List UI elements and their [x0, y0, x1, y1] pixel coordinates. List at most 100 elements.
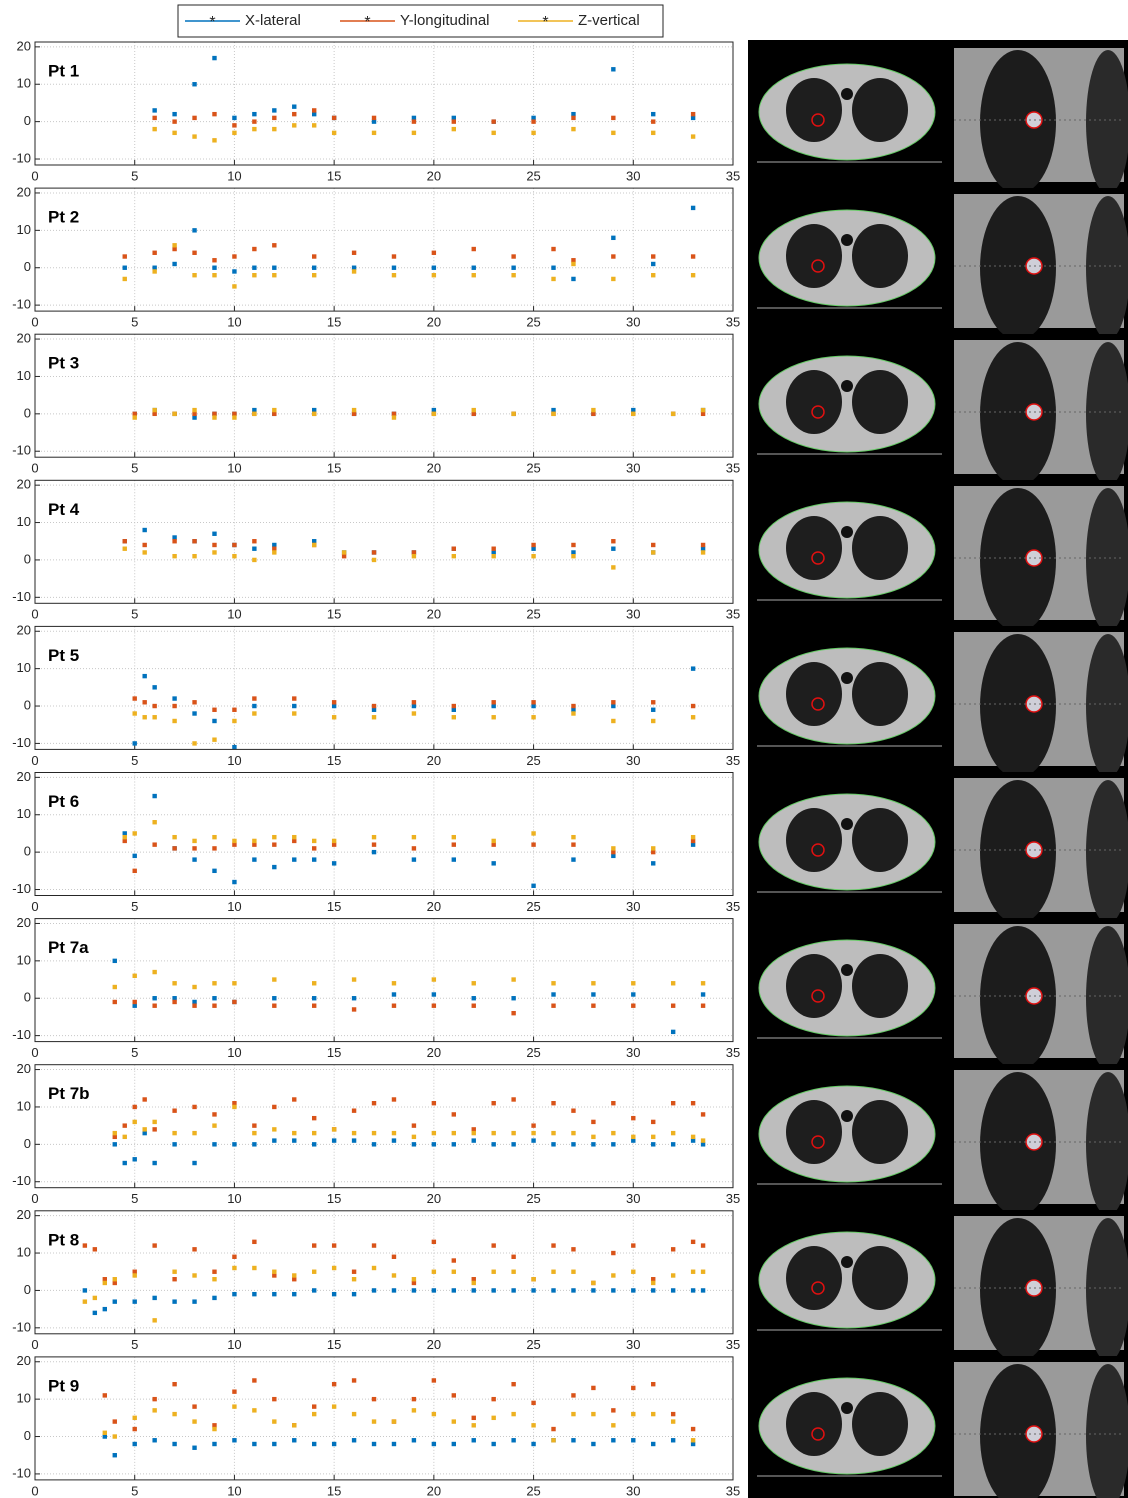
data-point — [252, 838, 257, 844]
plot-area — [35, 42, 733, 165]
data-point — [232, 411, 237, 417]
data-point — [371, 1396, 377, 1402]
data-point — [212, 981, 217, 986]
data-point — [252, 265, 257, 270]
data-point — [651, 861, 656, 866]
ct-axial — [751, 41, 948, 183]
data-point — [511, 977, 516, 982]
data-point — [611, 1250, 616, 1256]
data-point — [292, 711, 297, 716]
data-point — [491, 1130, 496, 1136]
data-point — [571, 1438, 576, 1443]
data-point — [212, 1426, 217, 1432]
data-point — [651, 119, 656, 124]
data-point — [411, 711, 417, 716]
data-point — [491, 715, 496, 720]
data-point — [331, 1404, 337, 1409]
y-tick-label: 10 — [17, 514, 31, 529]
data-point — [172, 1441, 177, 1447]
y-tick-label: 10 — [17, 660, 31, 675]
data-point — [312, 857, 317, 862]
data-point — [531, 1277, 536, 1282]
data-point — [142, 527, 147, 533]
data-point — [272, 243, 277, 248]
data-point — [122, 276, 127, 282]
ct-coronal — [947, 1063, 1128, 1217]
data-point — [491, 1441, 496, 1447]
data-point — [172, 553, 177, 559]
data-point — [312, 273, 317, 278]
y-tick-label: 0 — [24, 1282, 31, 1297]
x-tick-label: 35 — [726, 168, 740, 183]
data-point — [292, 1291, 297, 1297]
data-point — [611, 849, 616, 855]
x-tick-label: 0 — [31, 1045, 38, 1060]
data-point — [411, 846, 417, 851]
data-point — [252, 1291, 257, 1297]
data-point — [670, 1438, 676, 1443]
legend-label: Y-longitudinal — [400, 12, 490, 29]
data-point — [172, 1299, 177, 1304]
plot-area — [35, 1064, 733, 1188]
data-point — [651, 1142, 656, 1147]
data-point — [232, 1389, 237, 1394]
data-point — [192, 1404, 197, 1409]
data-point — [172, 1130, 177, 1136]
data-point — [651, 846, 656, 851]
panel-title: Pt 8 — [48, 1230, 79, 1249]
data-point — [531, 546, 536, 551]
data-point — [172, 696, 177, 701]
y-tick-label: 10 — [17, 952, 31, 967]
data-point — [611, 546, 616, 551]
data-point — [611, 700, 616, 705]
data-point — [192, 415, 197, 420]
data-point — [272, 273, 277, 278]
data-point — [371, 1288, 377, 1293]
y-tick-label: 20 — [17, 477, 31, 492]
y-tick-label: 0 — [24, 1428, 31, 1443]
data-point — [212, 737, 217, 742]
x-tick-label: 30 — [626, 1191, 640, 1206]
data-point — [591, 1280, 596, 1286]
data-point — [591, 1411, 596, 1417]
data-point — [292, 1423, 297, 1428]
data-point — [670, 1273, 676, 1278]
x-tick-label: 20 — [427, 899, 441, 914]
data-point — [690, 1288, 696, 1293]
data-point — [611, 1423, 616, 1428]
data-point — [491, 1243, 496, 1248]
data-point — [511, 1254, 516, 1259]
data-point — [192, 1273, 197, 1278]
axes-box — [34, 1210, 734, 1335]
data-point — [132, 1157, 137, 1162]
data-point — [411, 119, 417, 124]
data-point — [102, 1430, 107, 1435]
data-point — [192, 250, 197, 255]
data-point — [152, 685, 157, 690]
data-point — [511, 273, 516, 278]
data-point — [571, 126, 576, 132]
data-point — [571, 111, 576, 117]
x-tick-label: 30 — [626, 315, 640, 330]
data-point — [411, 1408, 417, 1413]
y-tick-label: -10 — [12, 1319, 31, 1334]
data-point — [272, 411, 277, 417]
data-point — [232, 1291, 237, 1297]
y-tick-label: -10 — [12, 735, 31, 750]
y-tick-label: 10 — [17, 1098, 31, 1113]
data-point — [192, 411, 197, 417]
x-tick-label: 35 — [726, 753, 740, 768]
data-point — [571, 857, 576, 862]
data-point — [391, 415, 397, 420]
ct-coronal — [947, 479, 1128, 633]
data-point — [431, 250, 437, 255]
data-point — [102, 1280, 107, 1286]
data-point — [122, 1134, 127, 1140]
data-point — [112, 1419, 117, 1424]
data-point — [511, 1438, 516, 1443]
data-point — [232, 1254, 237, 1259]
data-point — [292, 104, 297, 109]
data-point — [212, 996, 217, 1001]
